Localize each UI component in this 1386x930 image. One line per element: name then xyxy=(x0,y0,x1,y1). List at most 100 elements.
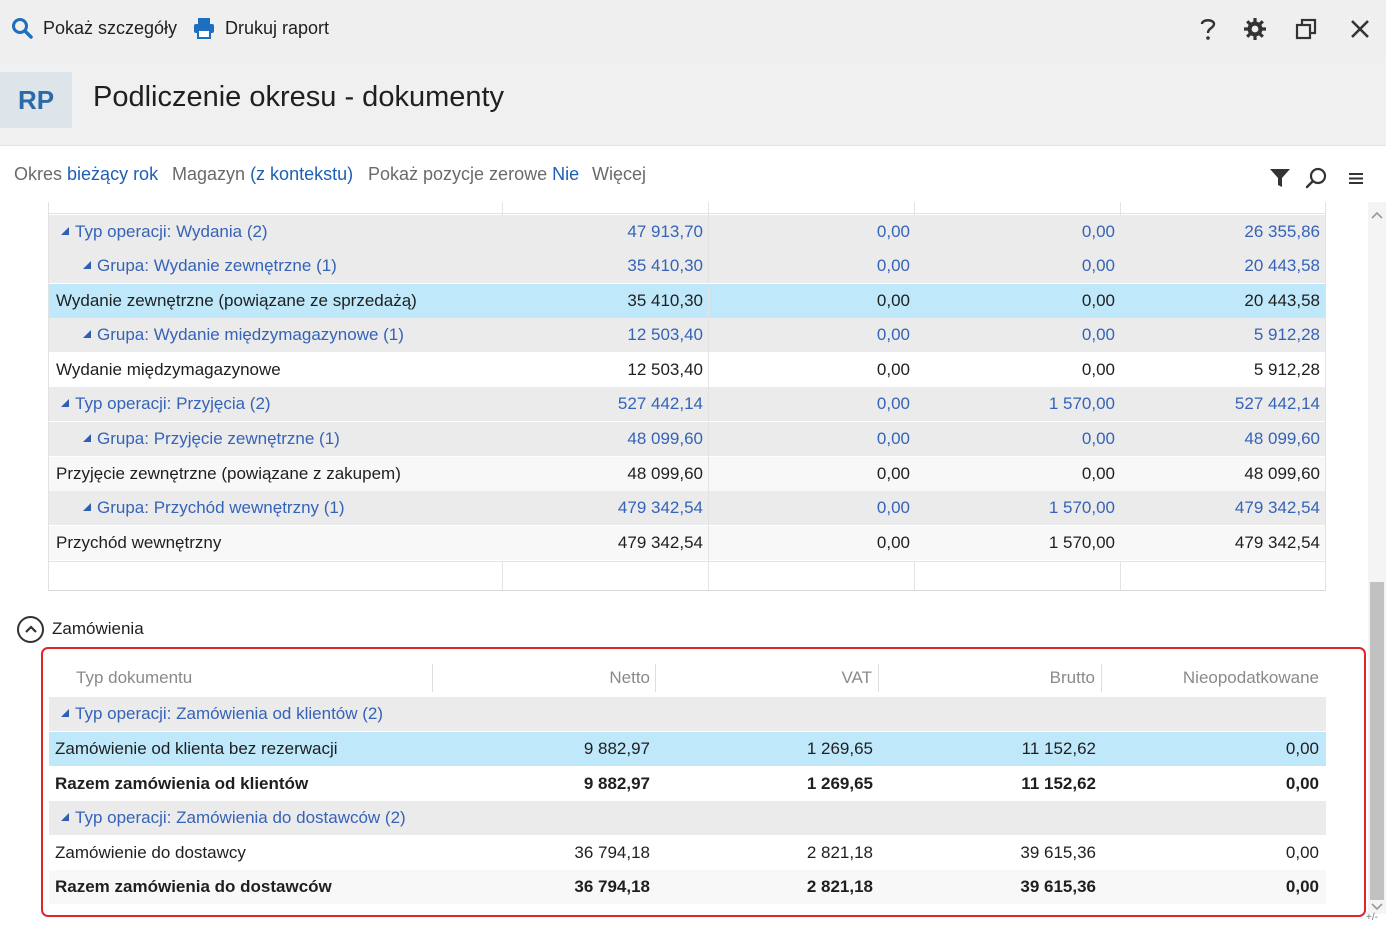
cell-value: 479 342,54 xyxy=(617,498,703,517)
cell-value: 35 410,30 xyxy=(627,291,703,310)
cell-value: 0,00 xyxy=(1081,291,1115,310)
row-label: Wydanie międzymagazynowe xyxy=(56,360,281,379)
restore-icon xyxy=(1295,18,1317,40)
help-button[interactable] xyxy=(1193,14,1223,44)
cell-value: 479 342,54 xyxy=(617,533,703,552)
scrollbar-thumb[interactable] xyxy=(1370,582,1384,900)
printer-icon xyxy=(194,18,214,39)
grid-group-row[interactable]: Grupa: Przychód wewnętrzny (1) 479 342,5… xyxy=(49,491,1325,525)
cell-value: 527 442,14 xyxy=(1234,394,1320,413)
cell-value: 12 503,40 xyxy=(627,360,703,379)
orders-row-selected[interactable]: Zamówienie od klienta bez rezerwacji 9 8… xyxy=(49,732,1326,766)
cell-value: 5 912,28 xyxy=(1253,325,1320,344)
grid-group-row[interactable]: Grupa: Wydanie międzymagazynowe (1) 12 5… xyxy=(49,318,1325,352)
cell-value: 0,00 xyxy=(1081,464,1115,483)
grid-summary-row xyxy=(49,561,1325,589)
row-label: Wydanie zewnętrzne (powiązane ze sprzeda… xyxy=(56,291,417,310)
column-separator xyxy=(708,202,709,590)
grid-group-row[interactable]: Typ operacji: Przyjęcia (2) 527 442,14 0… xyxy=(49,387,1325,421)
question-icon xyxy=(1200,19,1216,40)
grid-row-selected[interactable]: Wydanie zewnętrzne (powiązane ze sprzeda… xyxy=(49,284,1325,318)
cell-brutto: 11 152,62 xyxy=(1021,774,1096,793)
scroll-up-icon[interactable] xyxy=(1371,210,1383,220)
row-label: Zamówienie od klienta bez rezerwacji xyxy=(55,739,338,758)
close-button[interactable] xyxy=(1345,14,1375,44)
cell-brutto: 39 615,36 xyxy=(1020,843,1096,862)
column-header-document-type[interactable]: Typ dokumentu xyxy=(76,668,193,687)
cell-netto: 36 794,18 xyxy=(574,843,650,862)
grid-row[interactable]: Przychód wewnętrzny 479 342,54 0,00 1 57… xyxy=(49,526,1325,560)
cell-value: 0,00 xyxy=(1081,325,1115,344)
cell-value: 0,00 xyxy=(1081,360,1115,379)
toolbar: Pokaż szczegóły Drukuj raport xyxy=(0,0,1386,57)
filter-icon[interactable] xyxy=(1268,166,1292,190)
scroll-down-icon[interactable] xyxy=(1371,902,1383,912)
orders-row[interactable]: Zamówienie do dostawcy 36 794,18 2 821,1… xyxy=(49,836,1326,870)
column-separator xyxy=(502,202,503,215)
search-icon xyxy=(12,18,33,39)
column-separator xyxy=(914,561,915,590)
grid-row[interactable]: Przyjęcie zewnętrzne (powiązane z zakupe… xyxy=(49,457,1325,491)
cell-untaxed: 0,00 xyxy=(1285,843,1319,862)
grid-header-strip xyxy=(49,202,1325,214)
column-header-vat[interactable]: VAT xyxy=(841,668,872,687)
orders-grid[interactable]: Typ dokumentu Netto VAT Brutto Nieopodat… xyxy=(49,660,1326,906)
close-icon xyxy=(1351,20,1369,38)
cell-untaxed: 0,00 xyxy=(1285,774,1319,793)
orders-total-row[interactable]: Razem zamówienia do dostawców 36 794,18 … xyxy=(49,870,1326,904)
cell-brutto: 11 152,62 xyxy=(1021,739,1096,758)
cell-value: 0,00 xyxy=(876,360,910,379)
restore-window-button[interactable] xyxy=(1291,14,1321,44)
orders-group-row[interactable]: Typ operacji: Zamówienia od klientów (2) xyxy=(49,697,1326,731)
print-report-button[interactable]: Drukuj raport xyxy=(192,14,329,42)
print-report-label: Drukuj raport xyxy=(225,17,330,38)
grid-group-row[interactable]: Grupa: Wydanie zewnętrzne (1) 35 410,30 … xyxy=(49,249,1325,283)
cell-value: 527 442,14 xyxy=(617,394,703,413)
warehouse-filter-value: (z kontekstu) xyxy=(250,164,354,184)
cell-vat: 1 269,65 xyxy=(806,774,873,793)
orders-total-row[interactable]: Razem zamówienia od klientów 9 882,97 1 … xyxy=(49,767,1326,801)
grid-group-row[interactable]: Grupa: Przyjęcie zewnętrzne (1) 48 099,6… xyxy=(49,422,1325,456)
column-separator xyxy=(878,664,879,692)
zero-items-filter[interactable]: Pokaż pozycje zerowe Nie xyxy=(368,164,579,185)
grid-row[interactable]: Wydanie międzymagazynowe 12 503,40 0,00 … xyxy=(49,353,1325,387)
zero-items-filter-label: Pokaż pozycje zerowe xyxy=(368,164,548,184)
row-label: Razem zamówienia od klientów xyxy=(55,774,309,793)
cell-untaxed: 0,00 xyxy=(1285,739,1319,758)
column-header-untaxed[interactable]: Nieopodatkowane xyxy=(1182,668,1319,687)
cell-value: 47 913,70 xyxy=(627,222,703,241)
more-filters-link[interactable]: Więcej xyxy=(592,164,647,184)
cell-netto: 9 882,97 xyxy=(583,774,650,793)
cell-value: 26 355,86 xyxy=(1244,222,1320,241)
menu-icon[interactable] xyxy=(1344,166,1368,190)
warehouse-filter[interactable]: Magazyn (z kontekstu) xyxy=(172,164,353,185)
cell-value: 0,00 xyxy=(1081,429,1115,448)
orders-group-row[interactable]: Typ operacji: Zamówienia do dostawców (2… xyxy=(49,801,1326,835)
show-details-button[interactable]: Pokaż szczegóły xyxy=(10,14,177,42)
settings-button[interactable] xyxy=(1240,14,1270,44)
cell-value: 0,00 xyxy=(876,256,910,275)
row-label: Przyjęcie zewnętrzne (powiązane z zakupe… xyxy=(56,464,401,483)
cell-vat: 2 821,18 xyxy=(806,843,873,862)
operations-grid[interactable]: Typ operacji: Wydania (2) 47 913,70 0,00… xyxy=(48,202,1326,591)
grid-group-row[interactable]: Typ operacji: Wydania (2) 47 913,70 0,00… xyxy=(49,215,1325,249)
highlight-frame xyxy=(41,647,1366,917)
period-filter[interactable]: Okres bieżący rok xyxy=(14,164,158,185)
column-separator xyxy=(1120,202,1121,215)
cell-vat: 2 821,18 xyxy=(806,877,873,896)
column-header-brutto[interactable]: Brutto xyxy=(1049,668,1095,687)
cell-value: 0,00 xyxy=(876,222,910,241)
cell-value: 20 443,58 xyxy=(1244,256,1320,275)
cell-value: 0,00 xyxy=(876,429,910,448)
row-label: Grupa: Przychód wewnętrzny (1) xyxy=(83,491,345,525)
search-icon[interactable] xyxy=(1305,166,1329,190)
column-separator xyxy=(655,664,656,692)
cell-value: 0,00 xyxy=(876,394,910,413)
orders-section-toggle[interactable]: Zamówienia xyxy=(17,615,144,643)
cell-untaxed: 0,00 xyxy=(1285,877,1319,896)
expand-collapse-indicator[interactable]: +/- xyxy=(1366,912,1378,923)
period-filter-label: Okres xyxy=(14,164,63,184)
warehouse-filter-label: Magazyn xyxy=(172,164,246,184)
column-separator xyxy=(1120,561,1121,590)
column-header-netto[interactable]: Netto xyxy=(609,668,650,687)
